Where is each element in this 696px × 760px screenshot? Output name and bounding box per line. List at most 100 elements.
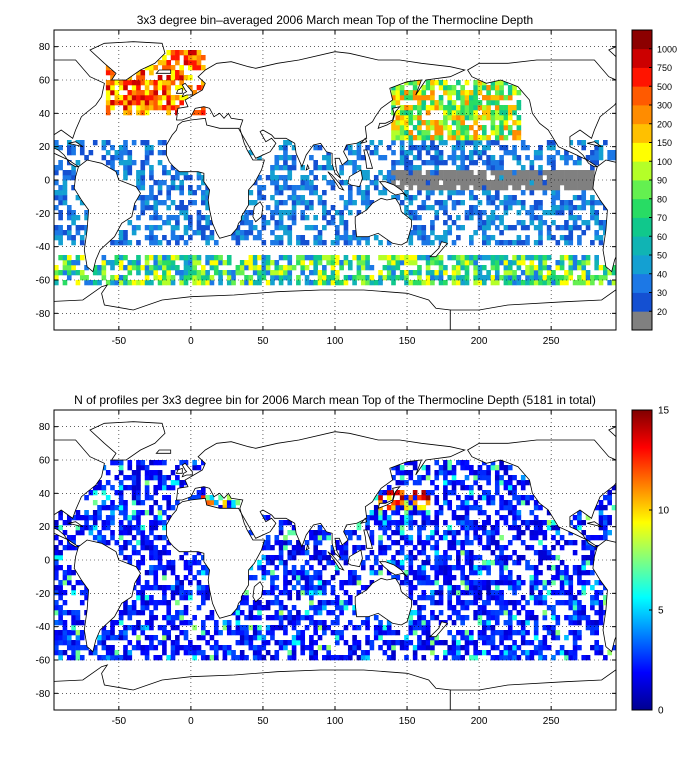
- bin-cell: [430, 205, 435, 211]
- bin-cell: [309, 640, 314, 646]
- bin-cell: [179, 585, 184, 591]
- bin-cell: [317, 230, 323, 236]
- bin-cell: [473, 590, 478, 596]
- bin-cell: [494, 615, 500, 621]
- bin-cell: [486, 110, 491, 116]
- bin-cell: [62, 185, 68, 191]
- bin-cell: [434, 615, 440, 621]
- bin-cell: [404, 260, 409, 266]
- bin-cell: [162, 275, 167, 281]
- bin-cell: [572, 550, 578, 556]
- bin-cell: [520, 475, 526, 481]
- bin-cell: [473, 505, 478, 511]
- bin-cell: [581, 540, 587, 546]
- bin-cell: [265, 590, 271, 596]
- bin-cell: [304, 610, 310, 616]
- bin-cell: [54, 535, 59, 541]
- bin-cell: [369, 200, 375, 206]
- bin-cell: [226, 275, 232, 281]
- bin-cell: [516, 610, 522, 616]
- bin-cell: [352, 645, 357, 651]
- bin-cell: [140, 280, 146, 286]
- bin-cell: [105, 85, 111, 91]
- bin-cell: [594, 155, 599, 161]
- bin-cell: [369, 515, 375, 521]
- bin-cell: [136, 645, 141, 651]
- bin-cell: [343, 590, 349, 596]
- bin-cell: [378, 625, 383, 631]
- bin-cell: [542, 280, 548, 286]
- bin-cell: [278, 280, 284, 286]
- bin-cell: [136, 225, 141, 231]
- bin-cell: [551, 610, 556, 616]
- bin-cell: [568, 540, 574, 546]
- bin-cell: [170, 620, 176, 626]
- bin-cell: [469, 195, 474, 201]
- bin-cell: [481, 510, 487, 516]
- bin-cell: [226, 260, 232, 266]
- bin-cell: [88, 150, 94, 156]
- bin-cell: [520, 140, 526, 146]
- bin-cell: [512, 150, 517, 156]
- bin-cell: [590, 200, 595, 206]
- bin-cell: [568, 605, 574, 611]
- bin-cell: [347, 210, 353, 216]
- y-tick-label: -20: [36, 209, 51, 220]
- bin-cell: [244, 595, 249, 601]
- bin-cell: [559, 180, 565, 186]
- bin-cell: [404, 515, 409, 521]
- bin-cell: [291, 215, 297, 221]
- bin-cell: [162, 280, 167, 286]
- bin-cell: [62, 190, 68, 196]
- bin-cell: [140, 185, 146, 191]
- bin-cell: [136, 635, 141, 641]
- bin-cell: [391, 475, 396, 481]
- bin-cell: [149, 255, 154, 261]
- bin-cell: [447, 595, 453, 601]
- bin-cell: [136, 610, 141, 616]
- bin-cell: [399, 110, 405, 116]
- bin-cell: [291, 530, 297, 536]
- bin-cell: [118, 530, 124, 536]
- bin-cell: [75, 655, 81, 661]
- bin-cell: [205, 195, 210, 201]
- bin-cell: [123, 500, 128, 506]
- bin-cell: [542, 625, 548, 631]
- bin-cell: [417, 90, 422, 96]
- bin-cell: [166, 495, 172, 501]
- bin-cell: [438, 135, 444, 141]
- bin-cell: [92, 500, 98, 506]
- bin-cell: [162, 590, 167, 596]
- bin-cell: [481, 225, 487, 231]
- bin-cell: [481, 580, 487, 586]
- bin-cell: [270, 195, 275, 201]
- bin-cell: [300, 165, 306, 171]
- bin-cell: [261, 590, 267, 596]
- bin-cell: [118, 100, 124, 106]
- bin-cell: [507, 555, 513, 561]
- bin-cell: [200, 175, 206, 181]
- bin-cell: [335, 640, 340, 646]
- bin-cell: [66, 520, 72, 526]
- bin-cell: [430, 175, 435, 181]
- bin-cell: [585, 515, 591, 521]
- bin-cell: [162, 635, 167, 641]
- bin-cell: [66, 260, 72, 266]
- bin-cell: [425, 185, 431, 191]
- bin-cell: [179, 580, 184, 586]
- bin-cell: [568, 620, 574, 626]
- bin-cell: [417, 165, 422, 171]
- bin-cell: [473, 270, 478, 276]
- bin-cell: [603, 220, 608, 226]
- bin-cell: [127, 555, 133, 561]
- bin-cell: [507, 150, 513, 156]
- bin-cell: [404, 280, 409, 286]
- bin-cell: [512, 280, 517, 286]
- bin-cell: [378, 255, 383, 261]
- bin-cell: [144, 600, 150, 606]
- bin-cell: [330, 575, 336, 581]
- bin-cell: [456, 175, 461, 181]
- bin-cell: [110, 280, 115, 286]
- bin-cell: [529, 610, 535, 616]
- bin-cell: [572, 160, 578, 166]
